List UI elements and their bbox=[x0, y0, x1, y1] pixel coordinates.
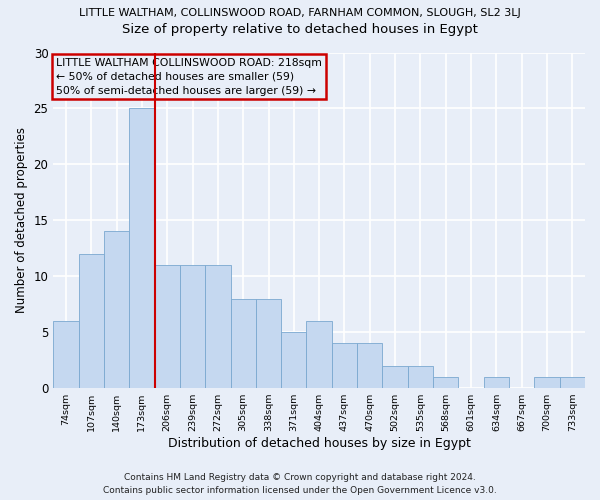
Bar bbox=[53, 321, 79, 388]
Bar bbox=[408, 366, 433, 388]
Bar bbox=[307, 321, 332, 388]
Bar bbox=[382, 366, 408, 388]
Y-axis label: Number of detached properties: Number of detached properties bbox=[15, 128, 28, 314]
Bar bbox=[129, 108, 155, 388]
Text: Contains HM Land Registry data © Crown copyright and database right 2024.
Contai: Contains HM Land Registry data © Crown c… bbox=[103, 473, 497, 495]
Bar bbox=[180, 265, 205, 388]
Bar bbox=[79, 254, 104, 388]
Text: Size of property relative to detached houses in Egypt: Size of property relative to detached ho… bbox=[122, 22, 478, 36]
Bar bbox=[205, 265, 230, 388]
Bar bbox=[256, 298, 281, 388]
Bar bbox=[484, 377, 509, 388]
Bar bbox=[433, 377, 458, 388]
Bar bbox=[332, 344, 357, 388]
Bar bbox=[281, 332, 307, 388]
Bar bbox=[230, 298, 256, 388]
Text: LITTLE WALTHAM COLLINSWOOD ROAD: 218sqm
← 50% of detached houses are smaller (59: LITTLE WALTHAM COLLINSWOOD ROAD: 218sqm … bbox=[56, 58, 322, 96]
Bar bbox=[535, 377, 560, 388]
Bar bbox=[560, 377, 585, 388]
Bar bbox=[104, 232, 129, 388]
Bar bbox=[155, 265, 180, 388]
Bar bbox=[357, 344, 382, 388]
Text: LITTLE WALTHAM, COLLINSWOOD ROAD, FARNHAM COMMON, SLOUGH, SL2 3LJ: LITTLE WALTHAM, COLLINSWOOD ROAD, FARNHA… bbox=[79, 8, 521, 18]
X-axis label: Distribution of detached houses by size in Egypt: Distribution of detached houses by size … bbox=[168, 437, 470, 450]
